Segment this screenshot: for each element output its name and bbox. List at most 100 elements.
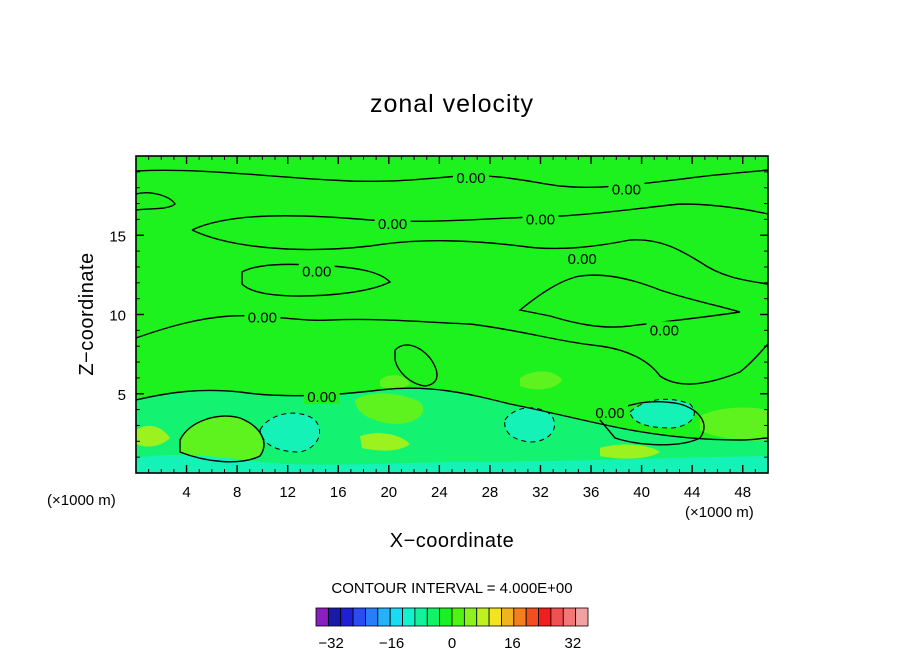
contour-line-bottom-right-loop xyxy=(599,401,705,446)
contour-label-bg xyxy=(564,250,601,267)
x-tick-label: 40 xyxy=(633,484,650,501)
colorbar-label: 0 xyxy=(448,635,456,652)
colorbar-swatch xyxy=(451,607,465,627)
colorbar-label: 32 xyxy=(565,635,582,652)
contour-label-bg xyxy=(646,321,683,338)
colorbar-swatch xyxy=(562,607,577,627)
x-tick-label: 28 xyxy=(482,484,499,501)
y-axis-label: Z−coordinate xyxy=(76,252,98,375)
contour-line-middle-right xyxy=(518,274,741,328)
x-tick-label: 24 xyxy=(431,484,448,501)
colorbar-swatch xyxy=(538,607,552,627)
contour-label-bg xyxy=(452,169,489,186)
dashed-contour-left xyxy=(259,412,320,453)
z-axis-unit-label: (×1000 m) xyxy=(47,492,116,509)
contour-line-lower-band xyxy=(136,314,768,385)
contour-label-bg xyxy=(522,210,559,227)
colorbar-label: 16 xyxy=(504,635,521,652)
positive-region-mid xyxy=(520,371,562,390)
colorbar-swatch xyxy=(327,607,342,627)
colorbar-swatch xyxy=(439,607,453,627)
strong-positive-region-center xyxy=(360,433,410,451)
contour-line-bottom-band xyxy=(136,387,768,441)
contour-label-bg xyxy=(303,387,340,404)
x-tick-label: 20 xyxy=(380,484,397,501)
x-tick-label: 44 xyxy=(684,484,701,501)
dashed-contour-right xyxy=(629,398,695,429)
contour-label: 0.00 xyxy=(650,322,679,339)
chart-title: zonal velocity xyxy=(370,90,534,118)
x-tick-label: 12 xyxy=(279,484,296,501)
colorbar-swatch xyxy=(377,607,391,627)
strong-negative-region-bottom xyxy=(136,455,768,473)
colorbar-swatch xyxy=(575,607,589,627)
colorbar: −32 −16 0 16 32 xyxy=(315,607,589,652)
contour-line-middle-left xyxy=(241,263,392,297)
positive-region-small xyxy=(380,375,410,389)
dashed-contour-center xyxy=(504,407,555,443)
strong-negative-region-center xyxy=(504,407,555,442)
contour-label: 0.00 xyxy=(595,405,624,422)
contour-line-inner-left xyxy=(191,229,768,285)
colorbar-swatch xyxy=(402,607,416,627)
y-tick-label: 15 xyxy=(109,228,126,245)
x-axis-label: X−coordinate xyxy=(390,530,514,552)
colorbar-label: −32 xyxy=(318,635,343,652)
colorbar-swatch xyxy=(340,607,354,627)
colorbar-swatch xyxy=(389,607,403,627)
positive-region-left xyxy=(180,416,264,462)
colorbar-swatch xyxy=(476,607,490,627)
strong-positive-region-left xyxy=(136,425,170,447)
y-axis: 5 10 15 xyxy=(109,171,768,458)
colorbar-label: −16 xyxy=(379,635,404,652)
positive-region-center xyxy=(355,393,424,424)
contour-label: 0.00 xyxy=(612,181,641,198)
x-tick-label: 32 xyxy=(532,484,549,501)
contour-interval-label: CONTOUR INTERVAL = 4.000E+00 xyxy=(331,580,572,597)
contour-label: 0.00 xyxy=(526,211,555,228)
strong-negative-region-right xyxy=(630,399,695,428)
colorbar-swatch xyxy=(414,607,428,627)
colorbar-swatch xyxy=(315,607,329,627)
contour-label-bg xyxy=(244,308,281,325)
colorbar-swatch xyxy=(365,607,379,627)
colorbar-swatch xyxy=(513,607,527,627)
strong-negative-region-left xyxy=(260,413,320,452)
x-axis-unit-label: (×1000 m) xyxy=(685,504,754,521)
x-tick-label: 48 xyxy=(734,484,751,501)
x-axis: 4 8 12 16 20 24 28 32 36 40 44 48 xyxy=(148,156,756,501)
strong-positive-region-right xyxy=(600,444,660,459)
contour-label: 0.00 xyxy=(456,170,485,187)
contour-line-upper-left xyxy=(136,192,176,211)
contour-label: 0.00 xyxy=(378,216,407,233)
y-tick-label: 10 xyxy=(109,308,126,325)
colorbar-swatch xyxy=(488,607,502,627)
x-tick-label: 36 xyxy=(583,484,600,501)
x-tick-label: 8 xyxy=(233,484,241,501)
colorbar-swatch xyxy=(463,607,478,627)
contour-line-lower-loop xyxy=(394,344,438,387)
positive-region-right xyxy=(700,407,768,441)
colorbar-swatch xyxy=(426,607,441,627)
colorbar-swatch xyxy=(352,607,366,627)
colorbar-swatch xyxy=(550,607,564,627)
contour-label-bg xyxy=(592,403,628,420)
contour-label-bg xyxy=(608,180,645,197)
contour-labels: 0.00 0.00 0.00 0.00 0.00 0.00 0.00 0.00 0.00 0.00 xyxy=(244,169,683,422)
x-tick-label: 16 xyxy=(330,484,347,501)
contour-line-top xyxy=(136,169,768,188)
contour-line-bottom-left-loop xyxy=(179,415,265,463)
x-tick-label: 4 xyxy=(182,484,190,501)
contour-label-bg xyxy=(374,215,411,232)
contour-label: 0.00 xyxy=(302,264,331,281)
colorbar-swatch xyxy=(501,607,515,627)
contour-label-bg xyxy=(298,262,335,279)
colorbar-swatch xyxy=(525,607,539,627)
negative-contours xyxy=(259,398,695,453)
contour-label: 0.00 xyxy=(568,251,597,268)
contour-label: 0.00 xyxy=(307,389,336,406)
contour-label: 0.00 xyxy=(248,310,277,327)
plot-area: 0.00 0.00 0.00 0.00 0.00 0.00 0.00 0.00 0.00 0.00 xyxy=(136,156,768,473)
y-tick-label: 5 xyxy=(118,387,126,404)
